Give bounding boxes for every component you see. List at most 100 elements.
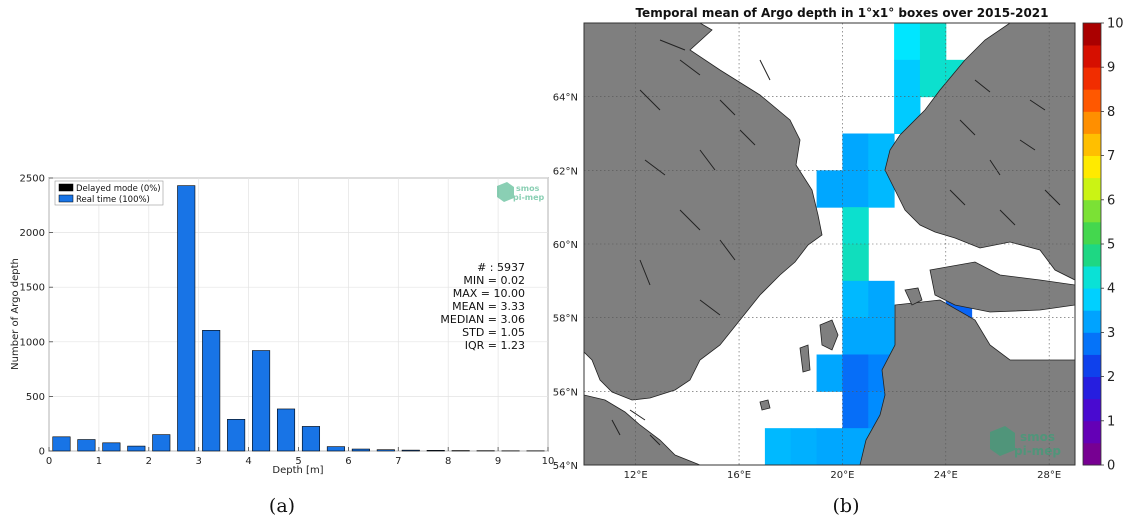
map-cell bbox=[816, 428, 843, 465]
map-y-tick-label: 58°N bbox=[553, 314, 578, 325]
logo-text-line2: pi-mep bbox=[1014, 444, 1061, 458]
map-x-ticks: 12°E 16°E 20°E 24°E 28°E bbox=[624, 470, 1062, 481]
colorbar-segment bbox=[1083, 89, 1101, 112]
map-cell bbox=[842, 133, 869, 171]
colorbar-segment bbox=[1083, 266, 1101, 289]
map-cell bbox=[765, 465, 791, 502]
histogram-bar bbox=[252, 350, 271, 452]
x-tick-label: 3 bbox=[196, 456, 202, 467]
legend-swatch-realtime bbox=[58, 194, 74, 203]
x-tick-label: 0 bbox=[46, 456, 52, 467]
legend-swatch-delayed bbox=[58, 183, 74, 192]
denmark-germany-land bbox=[584, 394, 701, 465]
scandinavia-land bbox=[584, 23, 823, 401]
oland-land bbox=[799, 344, 811, 373]
map-cell bbox=[868, 280, 895, 319]
histogram-bar bbox=[52, 436, 71, 452]
histogram-bar bbox=[152, 434, 171, 452]
histogram-y-axis-label: Number of Argo depth bbox=[10, 258, 21, 370]
map-x-tick-label: 20°E bbox=[830, 470, 854, 481]
colorbar-segment bbox=[1083, 354, 1101, 377]
colorbar-tick-label: 9 bbox=[1107, 61, 1115, 76]
map-cell bbox=[868, 317, 895, 355]
colorbar-segment bbox=[1083, 288, 1101, 311]
land-masses bbox=[584, 23, 1075, 465]
map-cell bbox=[894, 59, 921, 98]
stat-std: STD = 1.05 bbox=[462, 326, 525, 339]
map-x-tick-label: 12°E bbox=[624, 470, 648, 481]
histogram-x-ticks: 0 1 2 3 4 5 6 7 8 9 10 bbox=[46, 447, 555, 467]
baltic-south-land bbox=[859, 299, 1075, 465]
map-x-tick-label: 28°E bbox=[1037, 470, 1061, 481]
logo-text-line2: pi-mep bbox=[513, 193, 545, 202]
x-tick-label: 6 bbox=[345, 456, 351, 467]
aland-land bbox=[904, 287, 923, 306]
colorbar-segment bbox=[1083, 133, 1101, 156]
archipelago-strokes bbox=[611, 39, 1061, 446]
y-tick-label: 2000 bbox=[20, 228, 45, 239]
colorbar-tick-label: 8 bbox=[1107, 105, 1115, 120]
colorbar-tick-label: 7 bbox=[1107, 149, 1115, 164]
histogram-bar bbox=[202, 330, 221, 452]
colorbar-tick-label: 6 bbox=[1107, 193, 1115, 208]
histogram-bar bbox=[351, 448, 370, 452]
stat-max: MAX = 10.00 bbox=[453, 287, 525, 300]
colorbar-tick-label: 2 bbox=[1107, 370, 1115, 385]
map-cell bbox=[842, 354, 869, 392]
histogram-grid bbox=[48, 177, 549, 452]
map-cell bbox=[842, 244, 869, 282]
map-cell bbox=[894, 23, 921, 61]
x-tick-label: 8 bbox=[445, 456, 451, 467]
map-cell bbox=[816, 354, 843, 392]
legend-label-delayed: Delayed mode (0%) bbox=[76, 184, 161, 194]
map-cell bbox=[868, 502, 894, 525]
finland-land bbox=[884, 23, 1075, 281]
colorbar bbox=[1082, 22, 1102, 466]
colorbar-tick-label: 0 bbox=[1107, 459, 1115, 474]
colorbar-segment bbox=[1083, 398, 1101, 422]
histogram-bar bbox=[376, 449, 395, 452]
histogram-y-ticks: 0 500 1000 1500 2000 2500 bbox=[20, 174, 53, 458]
map-graticule bbox=[584, 23, 1075, 465]
y-tick-label: 2500 bbox=[20, 174, 45, 185]
map-x-tick-label: 16°E bbox=[727, 470, 751, 481]
map-y-tick-label: 62°N bbox=[553, 166, 578, 177]
histogram-bar bbox=[401, 449, 420, 452]
colorbar-segment bbox=[1083, 332, 1101, 355]
y-tick-label: 1000 bbox=[20, 337, 45, 348]
colorbar-segment bbox=[1083, 310, 1101, 333]
x-tick-label: 10 bbox=[542, 456, 555, 467]
map-cell bbox=[842, 317, 869, 355]
y-tick-label: 0 bbox=[39, 447, 45, 458]
map-cell bbox=[868, 465, 894, 502]
logo-text-line1: smos bbox=[516, 184, 540, 193]
x-tick-label: 9 bbox=[495, 456, 501, 467]
colorbar-segment bbox=[1083, 244, 1101, 267]
y-tick-label: 1500 bbox=[20, 283, 45, 294]
colorbar-segment bbox=[1083, 199, 1101, 223]
colorbar-tick-label: 5 bbox=[1107, 238, 1115, 253]
colorbar-segment bbox=[1083, 23, 1101, 46]
map-cell bbox=[842, 170, 869, 208]
histogram-bar bbox=[426, 450, 445, 452]
colorbar-segment bbox=[1083, 177, 1101, 201]
map-cell bbox=[816, 170, 843, 208]
map-frame bbox=[583, 22, 1076, 466]
map-y-tick-label: 56°N bbox=[553, 387, 578, 398]
map-cell bbox=[894, 465, 920, 502]
x-tick-label: 7 bbox=[395, 456, 401, 467]
map-y-tick-label: 64°N bbox=[553, 93, 578, 104]
smos-pimep-logo-b: smos pi-mep bbox=[990, 426, 1061, 458]
x-tick-label: 1 bbox=[96, 456, 102, 467]
histogram-bar bbox=[102, 442, 121, 452]
colorbar-segment bbox=[1083, 221, 1101, 245]
stat-mean: MEAN = 3.33 bbox=[452, 300, 525, 313]
logo-text-line1: smos bbox=[1020, 430, 1055, 444]
logo-cube-icon bbox=[497, 182, 514, 202]
x-tick-label: 2 bbox=[146, 456, 152, 467]
map-cell bbox=[919, 23, 947, 61]
stat-min: MIN = 0.02 bbox=[463, 274, 525, 287]
histogram-bar bbox=[326, 446, 345, 452]
colorbar-tick-label: 10 bbox=[1107, 17, 1124, 32]
